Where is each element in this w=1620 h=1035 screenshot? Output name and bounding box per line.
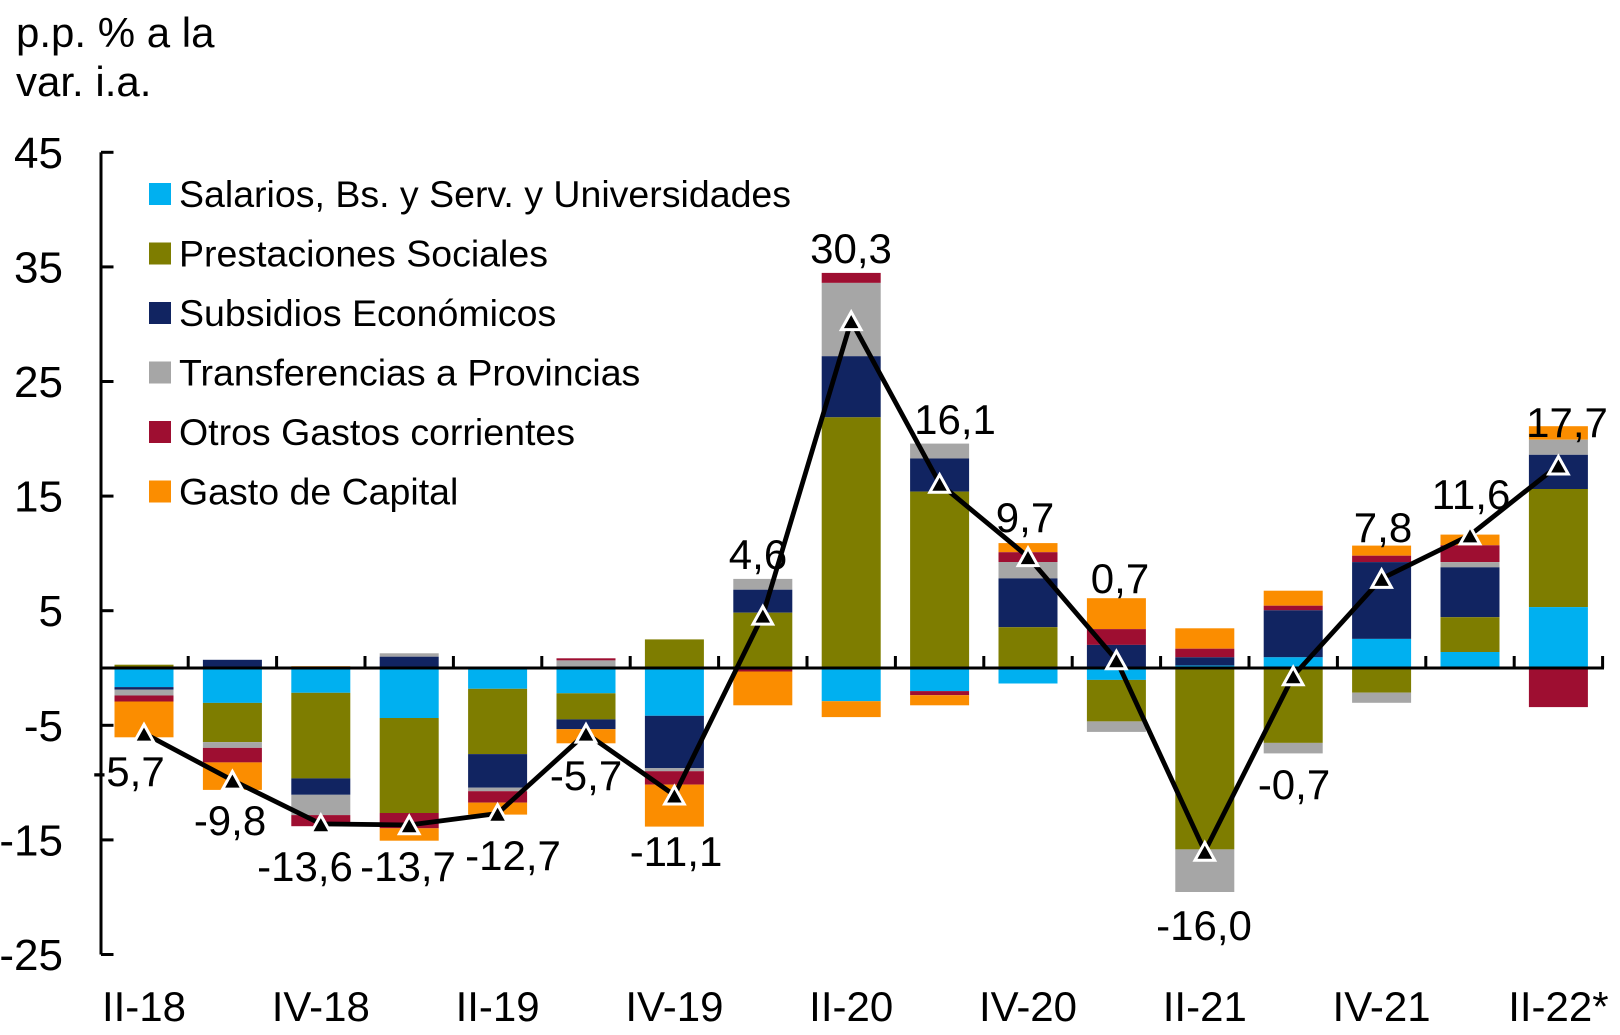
svg-text:11,6: 11,6 xyxy=(1432,471,1511,518)
svg-text:5: 5 xyxy=(39,587,63,636)
svg-text:35: 35 xyxy=(14,243,63,292)
svg-text:II-22*: II-22* xyxy=(1508,983,1608,1030)
svg-text:-5: -5 xyxy=(24,702,63,751)
svg-text:17,7: 17,7 xyxy=(1526,399,1608,446)
svg-text:Gasto de Capital: Gasto de Capital xyxy=(179,471,458,513)
svg-text:Otros Gastos corrientes: Otros Gastos corrientes xyxy=(179,411,575,453)
svg-text:IV-20: IV-20 xyxy=(979,983,1077,1030)
svg-text:var. i.a.: var. i.a. xyxy=(16,58,151,105)
svg-text:7,8: 7,8 xyxy=(1354,504,1412,551)
svg-text:-15: -15 xyxy=(0,816,63,865)
svg-text:IV-21: IV-21 xyxy=(1333,983,1431,1030)
svg-text:-5,7: -5,7 xyxy=(550,752,622,799)
svg-text:II-21: II-21 xyxy=(1163,983,1247,1030)
svg-text:-5,7: -5,7 xyxy=(92,748,164,795)
svg-text:0,7: 0,7 xyxy=(1091,555,1149,602)
svg-text:IV-19: IV-19 xyxy=(625,983,723,1030)
svg-text:Prestaciones Sociales: Prestaciones Sociales xyxy=(179,233,548,275)
svg-text:30,3: 30,3 xyxy=(810,225,892,272)
svg-text:-11,1: -11,1 xyxy=(630,828,723,875)
svg-text:15: 15 xyxy=(14,473,63,522)
svg-text:p.p. % a la: p.p. % a la xyxy=(16,9,215,56)
svg-text:-16,0: -16,0 xyxy=(1156,902,1252,949)
svg-text:-13,6: -13,6 xyxy=(257,843,353,890)
svg-text:II-20: II-20 xyxy=(809,983,893,1030)
svg-text:-25: -25 xyxy=(0,931,63,980)
svg-text:II-19: II-19 xyxy=(456,983,540,1030)
svg-text:4,6: 4,6 xyxy=(729,531,787,578)
svg-text:-13,7: -13,7 xyxy=(360,843,456,890)
svg-text:9,7: 9,7 xyxy=(996,494,1054,541)
svg-text:Transferencias a Provincias: Transferencias a Provincias xyxy=(179,352,640,394)
svg-text:25: 25 xyxy=(14,358,63,407)
svg-text:45: 45 xyxy=(14,129,63,178)
svg-text:16,1: 16,1 xyxy=(914,396,996,443)
svg-text:-9,8: -9,8 xyxy=(194,797,266,844)
svg-text:-12,7: -12,7 xyxy=(465,832,561,879)
svg-text:II-18: II-18 xyxy=(102,983,186,1030)
svg-text:-0,7: -0,7 xyxy=(1258,761,1330,808)
svg-text:Salarios, Bs. y Serv. y Univer: Salarios, Bs. y Serv. y Universidades xyxy=(179,173,791,215)
svg-text:Subsidios Económicos: Subsidios Económicos xyxy=(179,292,556,334)
svg-text:IV-18: IV-18 xyxy=(272,983,370,1030)
